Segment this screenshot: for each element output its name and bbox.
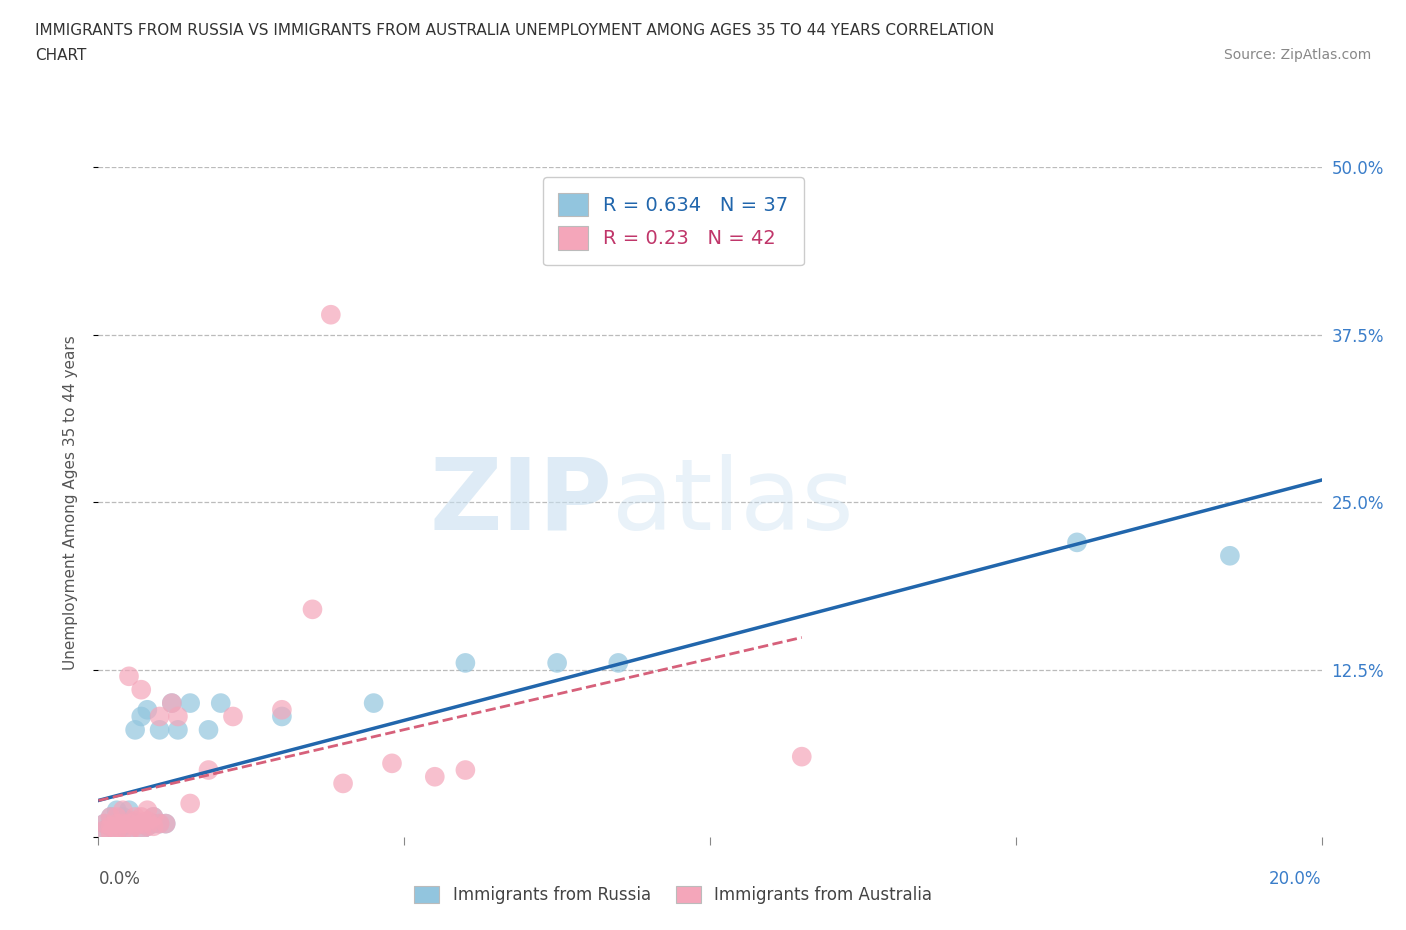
Point — [105, 826, 128, 841]
Point — [100, 809, 122, 824]
Point — [179, 796, 201, 811]
Point — [209, 696, 232, 711]
Point — [142, 809, 165, 824]
Point — [118, 803, 141, 817]
Point — [111, 817, 134, 831]
Point — [118, 826, 141, 841]
Point — [381, 756, 404, 771]
Point — [118, 814, 141, 829]
Point — [129, 817, 152, 831]
Point — [129, 823, 152, 838]
Point — [100, 818, 122, 833]
Y-axis label: Unemployment Among Ages 35 to 44 years: Unemployment Among Ages 35 to 44 years — [63, 335, 77, 670]
Point — [1219, 549, 1241, 564]
Point — [149, 817, 172, 831]
Point — [124, 814, 146, 829]
Point — [93, 823, 115, 838]
Point — [118, 817, 141, 831]
Point — [129, 809, 152, 824]
Point — [167, 723, 190, 737]
Point — [136, 818, 159, 833]
Point — [100, 826, 122, 841]
Point — [105, 803, 128, 817]
Legend: Immigrants from Russia, Immigrants from Australia: Immigrants from Russia, Immigrants from … — [402, 874, 943, 916]
Text: CHART: CHART — [35, 48, 87, 63]
Point — [100, 818, 122, 833]
Point — [546, 656, 568, 671]
Point — [160, 696, 183, 711]
Point — [129, 817, 152, 831]
Point — [454, 763, 477, 777]
Point — [129, 683, 152, 698]
Point — [93, 823, 115, 838]
Point — [319, 307, 342, 322]
Point — [111, 818, 134, 833]
Point — [607, 656, 630, 671]
Point — [136, 814, 159, 829]
Point — [222, 709, 245, 724]
Point — [105, 823, 128, 838]
Text: ZIP: ZIP — [429, 454, 612, 551]
Point — [124, 817, 146, 831]
Point — [149, 723, 172, 737]
Point — [129, 709, 152, 724]
Point — [93, 817, 115, 831]
Point — [136, 803, 159, 817]
Text: atlas: atlas — [612, 454, 853, 551]
Point — [111, 803, 134, 817]
Point — [160, 696, 183, 711]
Point — [124, 809, 146, 824]
Point — [149, 817, 172, 831]
Point — [179, 696, 201, 711]
Point — [142, 818, 165, 833]
Point — [332, 776, 354, 790]
Point — [197, 763, 219, 777]
Point — [423, 769, 446, 784]
Point — [790, 750, 813, 764]
Point — [136, 702, 159, 717]
Point — [111, 814, 134, 829]
Text: 20.0%: 20.0% — [1270, 870, 1322, 887]
Point — [454, 656, 477, 671]
Point — [111, 823, 134, 838]
Text: IMMIGRANTS FROM RUSSIA VS IMMIGRANTS FROM AUSTRALIA UNEMPLOYMENT AMONG AGES 35 T: IMMIGRANTS FROM RUSSIA VS IMMIGRANTS FRO… — [35, 23, 994, 38]
Point — [105, 817, 128, 831]
Point — [136, 818, 159, 833]
Point — [142, 817, 165, 831]
Point — [118, 669, 141, 684]
Point — [118, 823, 141, 838]
Point — [129, 823, 152, 838]
Point — [270, 709, 292, 724]
Text: 0.0%: 0.0% — [98, 870, 141, 887]
Point — [270, 702, 292, 717]
Point — [155, 817, 177, 831]
Point — [124, 818, 146, 833]
Point — [167, 709, 190, 724]
Point — [197, 723, 219, 737]
Point — [93, 817, 115, 831]
Point — [301, 602, 323, 617]
Text: Source: ZipAtlas.com: Source: ZipAtlas.com — [1223, 48, 1371, 62]
Point — [149, 709, 172, 724]
Point — [105, 809, 128, 824]
Point — [124, 723, 146, 737]
Point — [100, 809, 122, 824]
Point — [155, 817, 177, 831]
Point — [111, 809, 134, 824]
Point — [1066, 535, 1088, 550]
Point — [363, 696, 385, 711]
Point — [142, 809, 165, 824]
Point — [105, 817, 128, 831]
